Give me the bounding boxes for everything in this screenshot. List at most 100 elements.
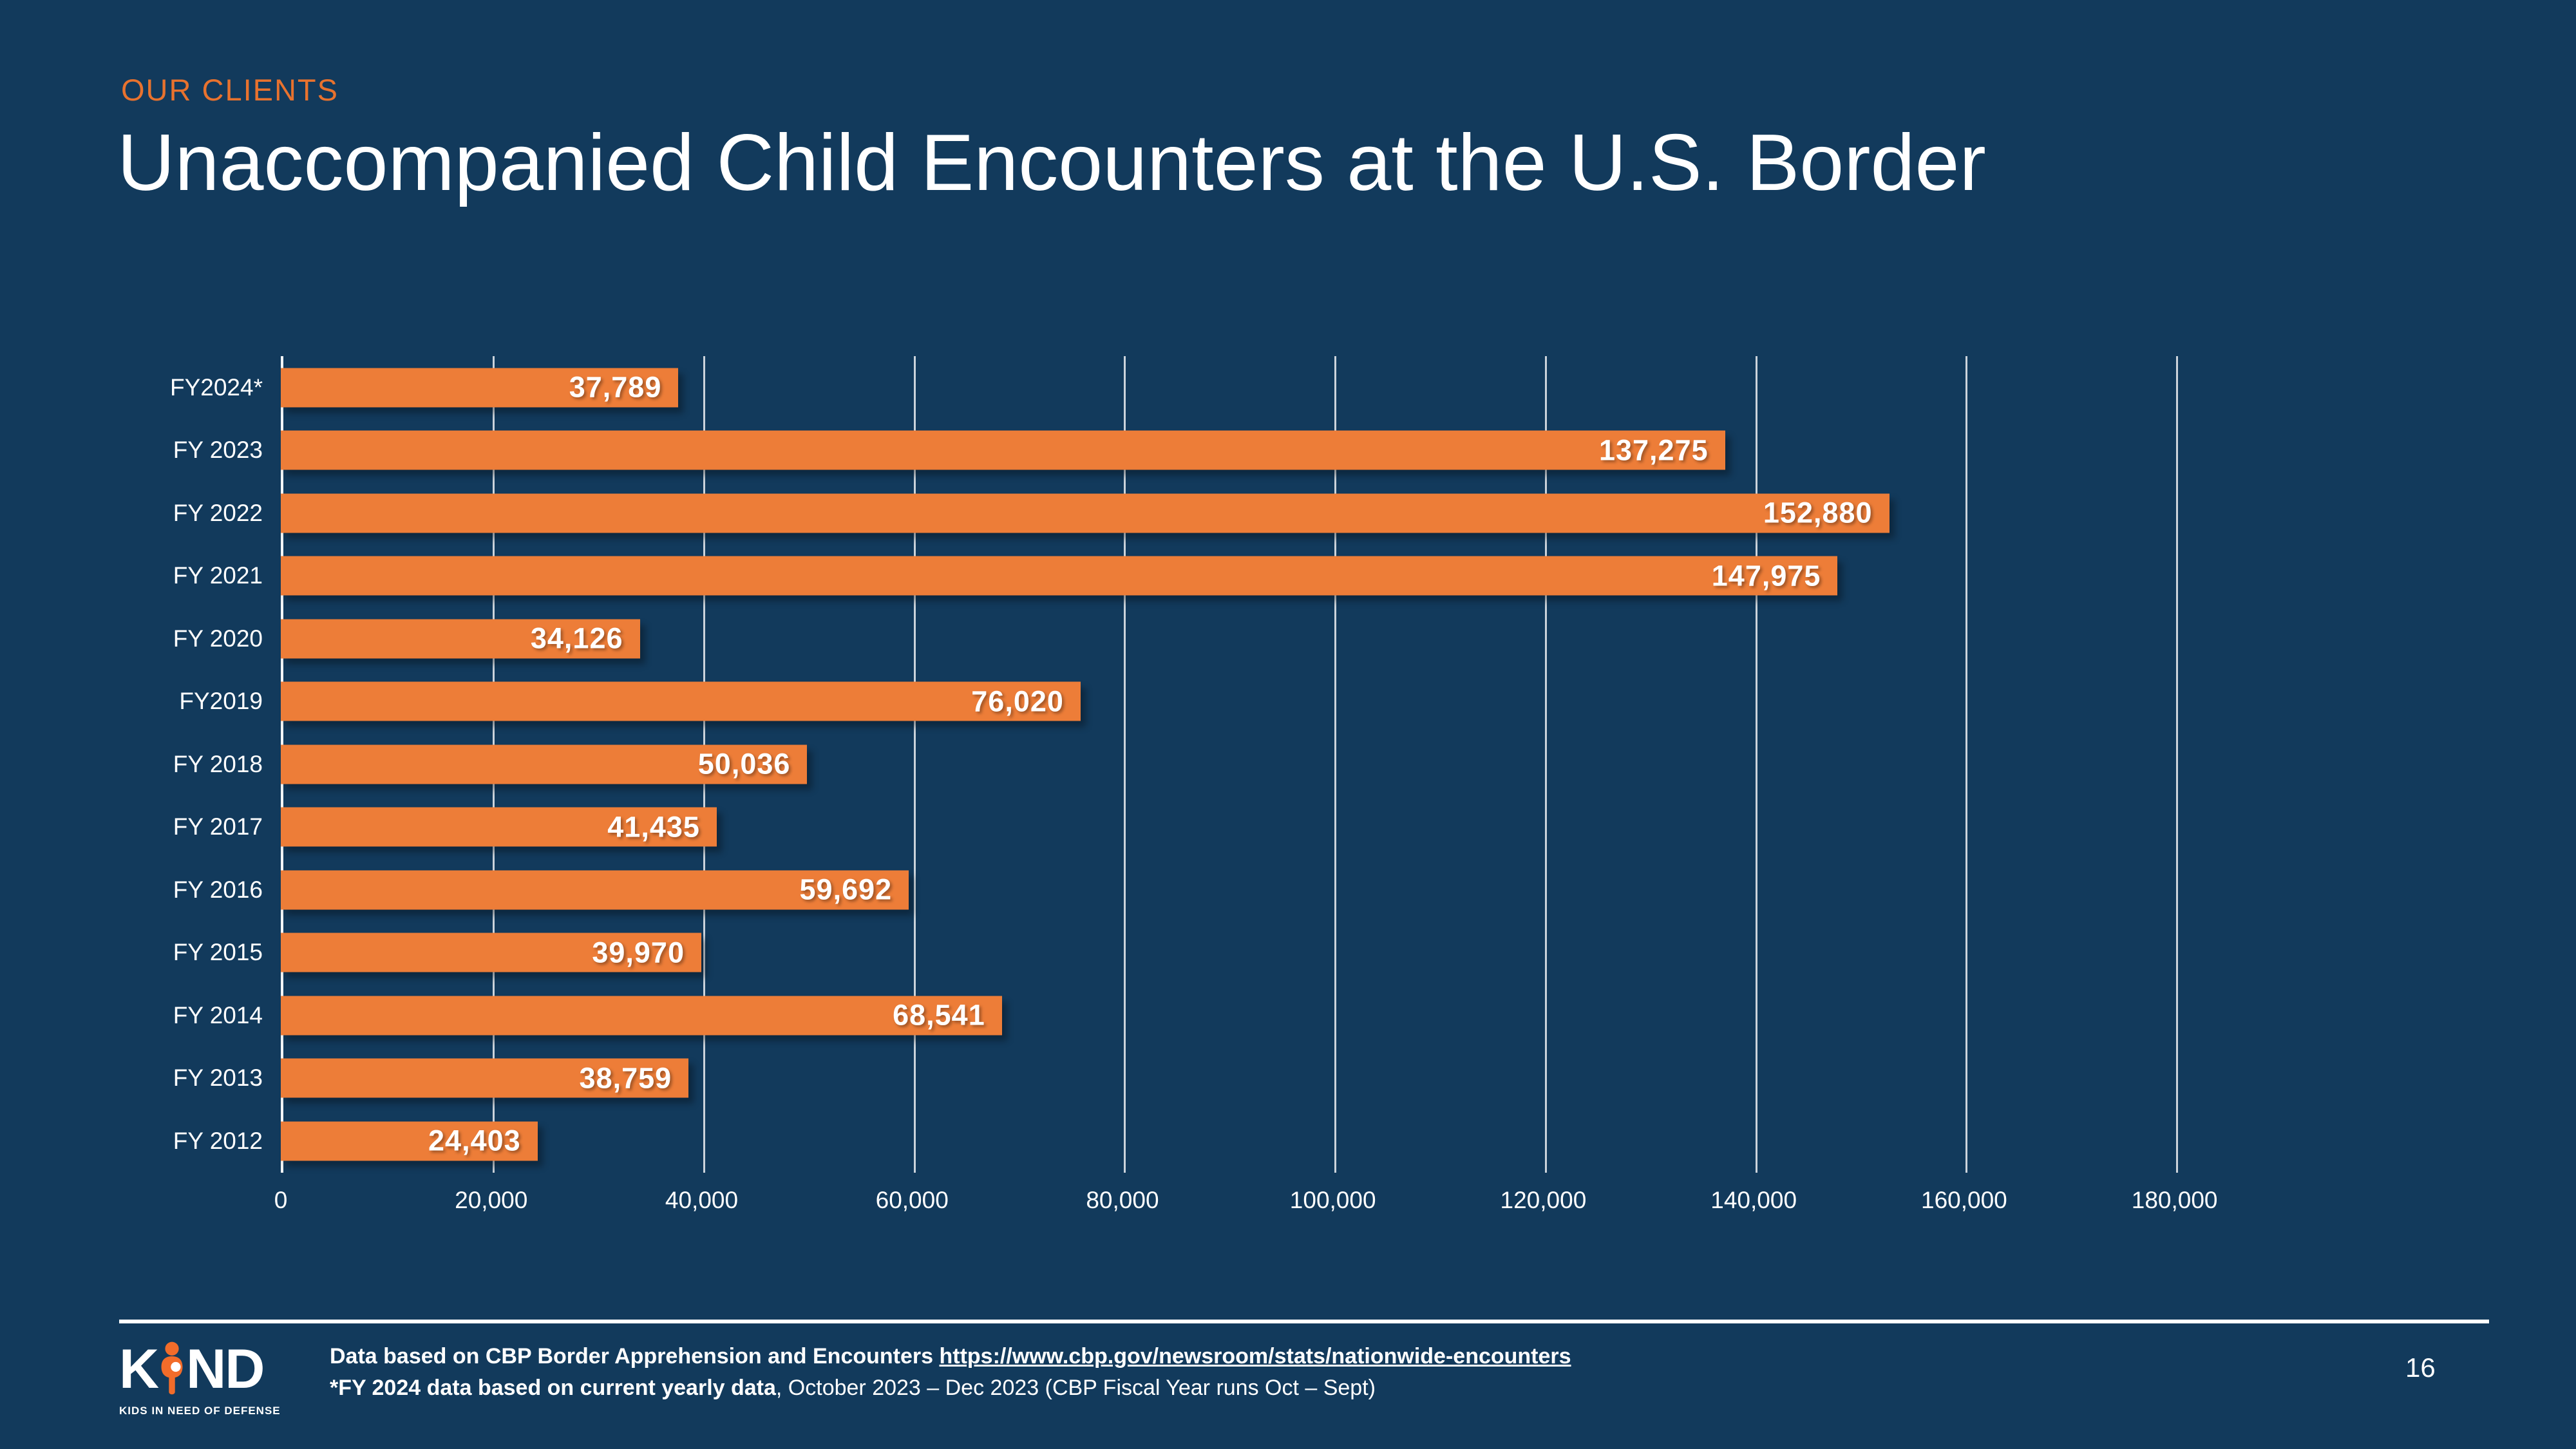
- bar-track: 34,126: [281, 607, 2280, 670]
- bar-track: 24,403: [281, 1110, 2280, 1173]
- y-axis-label: FY 2020: [173, 625, 263, 652]
- y-axis-label: FY 2021: [173, 562, 263, 589]
- x-tick-label: 0: [274, 1187, 288, 1213]
- bar-value-label: 38,759: [579, 1061, 672, 1095]
- bar-track: 38,759: [281, 1047, 2280, 1110]
- chart-row: FY 2014 68,541: [119, 984, 2280, 1047]
- gridline: [1965, 356, 1968, 1173]
- bar: 59,692: [281, 870, 909, 910]
- bar: 137,275: [281, 430, 1725, 470]
- x-tick-label: 120,000: [1500, 1187, 1587, 1213]
- bar: 152,880: [281, 493, 1889, 533]
- y-axis-label: FY 2017: [173, 813, 263, 840]
- chart-row: FY 2013 38,759: [119, 1047, 2280, 1110]
- bar: 24,403: [281, 1121, 538, 1161]
- eyebrow-label: OUR CLIENTS: [121, 73, 339, 107]
- page-title: Unaccompanied Child Encounters at the U.…: [117, 118, 1986, 207]
- gridline: [1755, 356, 1757, 1173]
- source-text: Data based on CBP Border Apprehension an…: [330, 1344, 940, 1368]
- y-axis-label: FY2024*: [170, 374, 263, 401]
- chart-row: FY2024* 37,789: [119, 356, 2280, 419]
- x-tick-label: 80,000: [1086, 1187, 1159, 1213]
- source-link[interactable]: https://www.cbp.gov/newsroom/stats/natio…: [939, 1344, 1571, 1368]
- bar-value-label: 68,541: [893, 998, 985, 1032]
- bar: 147,975: [281, 556, 1838, 596]
- chart-row: FY 2021 147,975: [119, 545, 2280, 608]
- bar-value-label: 59,692: [799, 873, 893, 906]
- chart-row: FY 2020 34,126: [119, 607, 2280, 670]
- y-axis-label: FY2019: [179, 688, 263, 715]
- bar-value-label: 76,020: [971, 685, 1064, 718]
- y-axis-label: FY 2015: [173, 939, 263, 966]
- x-tick-label: 180,000: [2131, 1187, 2218, 1213]
- y-axis-label: FY 2016: [173, 876, 263, 903]
- gridline: [1124, 356, 1126, 1173]
- source-line: Data based on CBP Border Apprehension an…: [330, 1341, 1571, 1372]
- y-axis-label: FY 2018: [173, 750, 263, 777]
- y-axis-label: FY 2012: [173, 1127, 263, 1154]
- bar-value-label: 24,403: [428, 1124, 521, 1157]
- bar-chart: FY2024* 37,789 FY 2023 137,275 FY 2022 152,88…: [119, 356, 2280, 1213]
- page-number: 16: [2405, 1352, 2436, 1383]
- footnote-bold-text: *FY 2024 data based on current yearly da…: [330, 1376, 776, 1401]
- chart-row: FY 2017 41,435: [119, 796, 2280, 859]
- bar-value-label: 147,975: [1711, 559, 1821, 592]
- logo-tagline: KIDS IN NEED OF DEFENSE: [119, 1405, 281, 1417]
- bar: 68,541: [281, 996, 1002, 1036]
- bar-value-label: 137,275: [1598, 433, 1709, 467]
- logo-letter-k: K: [119, 1338, 159, 1400]
- footnotes: Data based on CBP Border Apprehension an…: [330, 1341, 1571, 1405]
- bar: 37,789: [281, 368, 679, 408]
- bar: 39,970: [281, 933, 701, 972]
- gridline: [2176, 356, 2179, 1173]
- x-tick-label: 100,000: [1289, 1187, 1376, 1213]
- gridline: [1334, 356, 1337, 1173]
- bar-value-label: 37,789: [569, 370, 662, 404]
- bar-track: 41,435: [281, 796, 2280, 859]
- bar-value-label: 39,970: [592, 936, 685, 969]
- bar-value-label: 34,126: [530, 621, 623, 655]
- gridline: [913, 356, 916, 1173]
- bar-track: 50,036: [281, 733, 2280, 796]
- y-axis-label: FY 2013: [173, 1065, 263, 1092]
- y-axis-label: FY 2022: [173, 499, 263, 526]
- x-tick-label: 40,000: [665, 1187, 739, 1213]
- chart-row: FY 2015 39,970: [119, 922, 2280, 985]
- bar: 41,435: [281, 807, 717, 847]
- x-axis: 0 20,000 40,000 60,000 80,000 100,000 120,000 1…: [274, 1187, 2280, 1226]
- bar: 76,020: [281, 681, 1081, 721]
- kind-logo-word: K ND: [119, 1341, 281, 1399]
- logo-letters-nd: ND: [186, 1338, 265, 1400]
- x-tick-label: 140,000: [1710, 1187, 1797, 1213]
- chart-row: FY 2018 50,036: [119, 733, 2280, 796]
- person-icon: [159, 1341, 185, 1399]
- kind-logo: K ND KIDS IN NEED OF DEFENSE: [119, 1341, 281, 1417]
- bar-track: 37,789: [281, 356, 2280, 419]
- bar-value-label: 41,435: [607, 810, 700, 844]
- chart-row: FY 2023 137,275: [119, 419, 2280, 482]
- y-axis-label: FY 2014: [173, 1001, 263, 1028]
- footer-divider: [119, 1320, 2489, 1323]
- x-tick-label: 60,000: [875, 1187, 949, 1213]
- bar: 38,759: [281, 1058, 689, 1098]
- bar-track: 59,692: [281, 858, 2280, 922]
- chart-row: FY 2022 152,880: [119, 482, 2280, 545]
- bar-value-label: 152,880: [1763, 496, 1873, 529]
- gridline: [1544, 356, 1547, 1173]
- bar: 50,036: [281, 744, 808, 784]
- x-tick-label: 20,000: [455, 1187, 528, 1213]
- chart-row: FY 2016 59,692: [119, 858, 2280, 922]
- bar-track: 147,975: [281, 545, 2280, 608]
- bar-track: 76,020: [281, 670, 2280, 734]
- bar-track: 39,970: [281, 922, 2280, 985]
- y-axis-label: FY 2023: [173, 437, 263, 464]
- bar-value-label: 50,036: [697, 747, 791, 781]
- x-tick-label: 160,000: [1921, 1187, 2007, 1213]
- bar-track: 68,541: [281, 984, 2280, 1047]
- footnote-line: *FY 2024 data based on current yearly da…: [330, 1372, 1571, 1404]
- footnote-regular-text: , October 2023 – Dec 2023 (CBP Fiscal Ye…: [775, 1376, 1376, 1401]
- bar-track: 137,275: [281, 419, 2280, 482]
- chart-row: FY2019 76,020: [119, 670, 2280, 734]
- chart-row: FY 2012 24,403: [119, 1110, 2280, 1173]
